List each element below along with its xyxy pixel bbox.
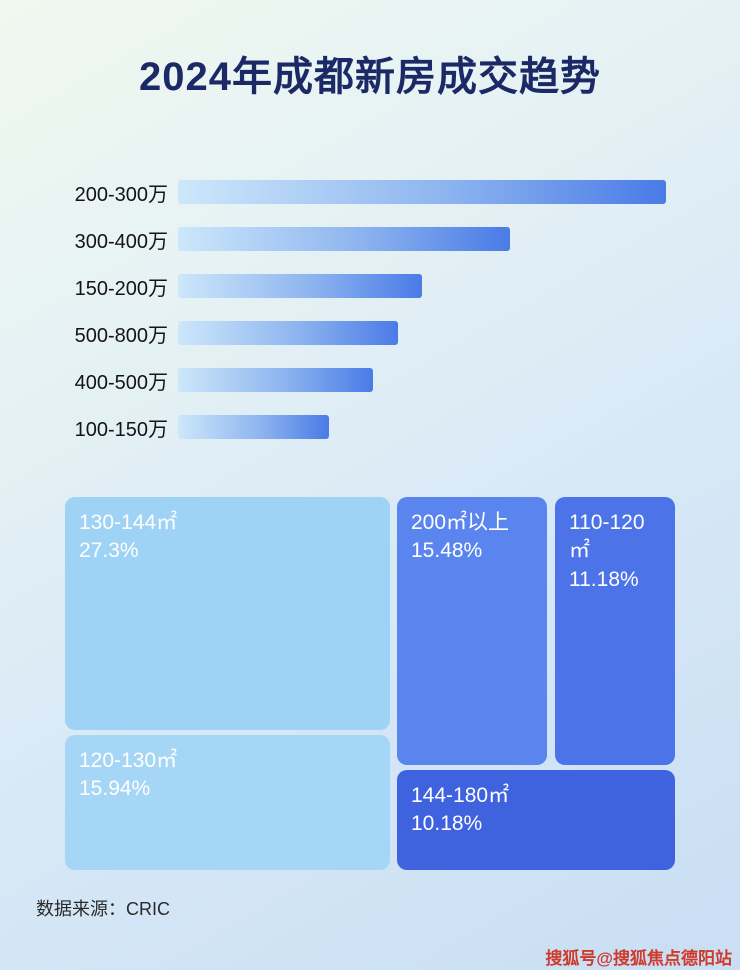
data-source-note: 数据来源：CRIC [36, 899, 170, 919]
bar-track [178, 368, 700, 392]
treemap-block-percent: 15.94% [79, 777, 151, 801]
bar-category-label: 400-500万 [74, 371, 168, 394]
bar-row: 300-400万 [40, 227, 700, 253]
treemap-block-label: 144-180㎡ [411, 784, 510, 807]
bar-category-label: 300-400万 [74, 230, 168, 253]
treemap-block-percent: 15.48% [411, 539, 483, 563]
bar-fill [178, 274, 422, 298]
treemap-block-label: 110-120㎡ [569, 511, 645, 563]
treemap-block-percent: 10.18% [411, 812, 483, 836]
treemap-block: 130-144㎡ 27.3% [65, 497, 390, 730]
treemap-block-label: 200㎡以上 [411, 511, 510, 534]
treemap-block: 200㎡以上 15.48% [397, 497, 547, 765]
publisher-watermark: 搜狐号@搜狐焦点德阳站 [545, 949, 732, 968]
bar-row: 100-150万 [40, 415, 700, 441]
bar-track [178, 321, 700, 345]
treemap-block-label: 120-130㎡ [79, 749, 178, 772]
bar-track [178, 180, 700, 204]
bar-track [178, 227, 700, 251]
treemap-block: 144-180㎡ 10.18% [397, 770, 675, 870]
treemap-block-percent: 27.3% [79, 539, 139, 563]
page-title: 2024年成都新房成交趋势 [139, 55, 601, 99]
bar-category-label: 200-300万 [74, 183, 168, 206]
bar-category-label: 500-800万 [74, 324, 168, 347]
bar-fill [178, 227, 510, 251]
bar-row: 150-200万 [40, 274, 700, 300]
bar-row: 400-500万 [40, 368, 700, 394]
bar-fill [178, 321, 398, 345]
bar-fill [178, 368, 373, 392]
bar-row: 200-300万 [40, 180, 700, 206]
area-share-treemap: 130-144㎡ 27.3% 200㎡以上 15.48% 110-120㎡ 11.18% 1… [65, 497, 675, 870]
bar-row: 500-800万 [40, 321, 700, 347]
bar-fill [178, 180, 666, 204]
bar-track [178, 415, 700, 439]
treemap-block-label: 130-144㎡ [79, 511, 178, 534]
bar-track [178, 274, 700, 298]
bar-category-label: 100-150万 [74, 418, 168, 441]
bar-category-label: 150-200万 [74, 277, 168, 300]
bar-fill [178, 415, 329, 439]
treemap-block: 110-120㎡ 11.18% [555, 497, 675, 765]
treemap-block: 120-130㎡ 15.94% [65, 735, 390, 870]
treemap-block-percent: 11.18% [569, 567, 639, 591]
price-range-bar-chart: 200-300万 300-400万 150-200万 500-800万 400-500万… [40, 180, 700, 462]
